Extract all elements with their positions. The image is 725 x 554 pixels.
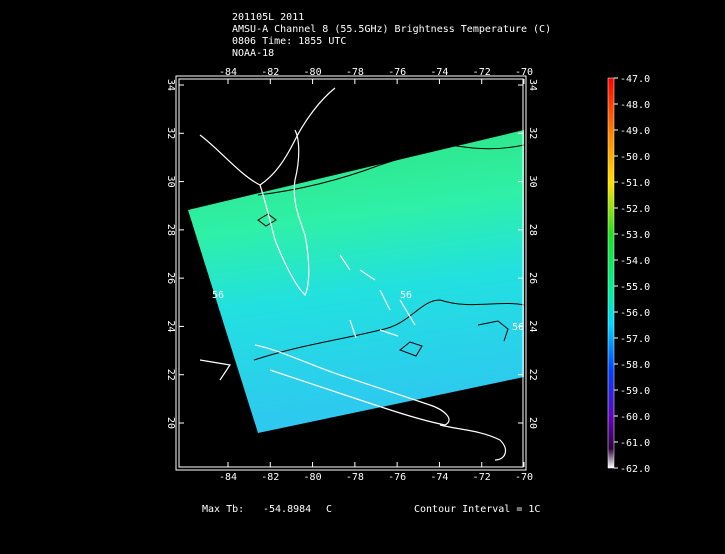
- colorbar-label: -60.0: [620, 412, 650, 423]
- lon-tick-label: -84: [219, 472, 237, 483]
- lat-tick-label: 20: [527, 417, 538, 429]
- colorbar-label: -48.0: [620, 100, 650, 111]
- lat-tick-label: 22: [527, 369, 538, 381]
- colorbar-label: -52.0: [620, 204, 650, 215]
- contours: [253, 144, 525, 361]
- colorbar-label: -53.0: [620, 230, 650, 241]
- lon-tick-label: -70: [515, 472, 533, 483]
- lon-tick-label: -80: [304, 472, 322, 483]
- ticks: -84 -84 -82 -82 -80 -80 -78 -78 -76 -76 -74 -74 -72 -…: [165, 67, 538, 483]
- max-unit: C: [326, 504, 332, 515]
- lat-tick-label: 28: [527, 224, 538, 236]
- lon-tick-label: -72: [473, 67, 491, 78]
- colorbar-label: -59.0: [620, 386, 650, 397]
- colorbar-label: -58.0: [620, 360, 650, 371]
- lon-tick-label: -74: [430, 472, 448, 483]
- max-value: -54.8984: [263, 504, 311, 515]
- lon-tick-label: -82: [261, 67, 279, 78]
- colorbar-label: -62.0: [620, 464, 650, 475]
- lat-tick-label: 20: [165, 417, 176, 429]
- lon-tick-label: -72: [473, 472, 491, 483]
- colorbar-label: -47.0: [620, 74, 650, 85]
- colorbar-label: -51.0: [620, 178, 650, 189]
- lat-tick-label: 30: [165, 176, 176, 188]
- lat-tick-label: 26: [527, 272, 538, 284]
- lon-tick-label: -82: [261, 472, 279, 483]
- swath: [188, 130, 524, 433]
- header: 201105L 2011 AMSU-A Channel 8 (55.5GHz) …: [232, 12, 551, 59]
- colorbar-label: -54.0: [620, 256, 650, 267]
- footer: Max Tb: -54.8984 C Contour Interval = 1C: [202, 504, 540, 515]
- max-label: Max Tb:: [202, 504, 244, 515]
- frame-outer: [175, 75, 527, 471]
- map: 56 56 56 -84-84-82-82-80-80-78-78-76-76-…: [165, 67, 538, 483]
- lon-tick-label: -74: [430, 67, 448, 78]
- contour-label: 56: [512, 322, 524, 333]
- colorbar-label: -56.0: [620, 308, 650, 319]
- lat-tick-label: 34: [527, 79, 538, 91]
- colorbar-label: -50.0: [620, 152, 650, 163]
- colorbar-scale: [607, 77, 615, 469]
- contour-interval: Contour Interval = 1C: [414, 504, 540, 515]
- header-line: NOAA-18: [232, 48, 274, 59]
- lon-tick-label: -76: [388, 472, 406, 483]
- lat-tick-label: 24: [527, 320, 538, 332]
- header-line: AMSU-A Channel 8 (55.5GHz) Brightness Te…: [232, 24, 551, 35]
- lon-tick-label: -78: [346, 472, 364, 483]
- header-line: 201105L 2011: [232, 12, 304, 23]
- header-line: 0806 Time: 1855 UTC: [232, 36, 346, 47]
- lat-tick-label: 22: [165, 369, 176, 381]
- lat-tick-label: 24: [165, 320, 176, 332]
- lon-tick-label: -80: [304, 67, 322, 78]
- lat-tick-label: 32: [165, 127, 176, 139]
- colorbar: -47.0 -48.0 -49.0 -50.0 -51.0 -52.0 -53.0 -54.0…: [607, 74, 650, 475]
- lon-tick-label: -78: [346, 67, 364, 78]
- lat-tick-label: 32: [527, 127, 538, 139]
- colorbar-label: -49.0: [620, 126, 650, 137]
- colorbar-label: -57.0: [620, 334, 650, 345]
- colorbar-label: -55.0: [620, 282, 650, 293]
- lon-tick-label: -70: [515, 67, 533, 78]
- lon-tick-label: -84: [219, 67, 237, 78]
- contour-label: 56: [400, 290, 412, 301]
- lon-tick-label: -76: [388, 67, 406, 78]
- lat-tick-label: 34: [165, 79, 176, 91]
- lat-tick-label: 30: [527, 176, 538, 188]
- coastlines: [199, 87, 507, 461]
- lat-tick-label: 28: [165, 224, 176, 236]
- frame-inner: [178, 78, 524, 468]
- lat-tick-label: 26: [165, 272, 176, 284]
- colorbar-label: -61.0: [620, 438, 650, 449]
- contour-label: 56: [212, 290, 224, 301]
